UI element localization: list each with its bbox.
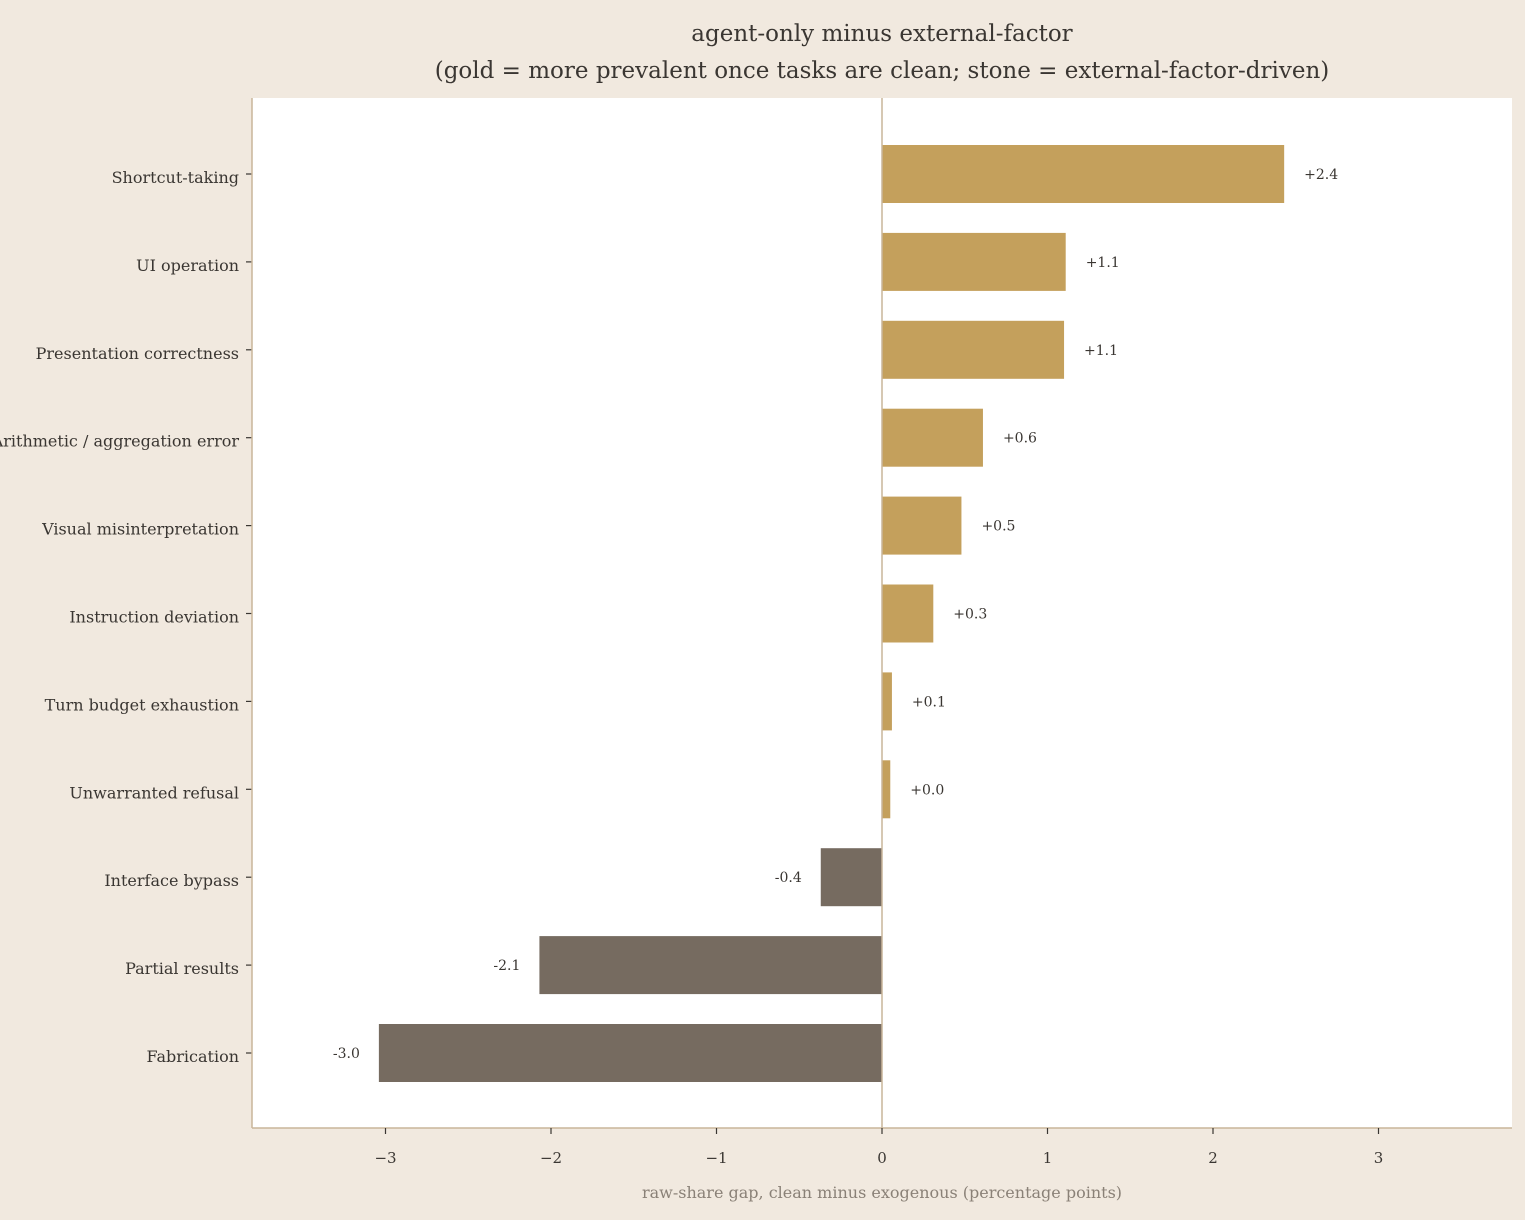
x-axis-title: raw-share gap, clean minus exogenous (pe…	[642, 1183, 1122, 1202]
category-label: Visual misinterpretation	[41, 520, 239, 539]
data-label: +0.1	[912, 694, 946, 710]
chart-title: agent-only minus external-factor	[691, 21, 1072, 47]
category-label: UI operation	[136, 256, 239, 275]
bar	[378, 1024, 882, 1082]
chart-subtitle: (gold = more prevalent once tasks are cl…	[435, 58, 1330, 84]
data-label: +2.4	[1304, 167, 1338, 183]
data-label: +0.3	[953, 607, 987, 623]
labels-layer: +2.4 Shortcut-taking +1.1 UI operation +1.1 P…	[0, 167, 1383, 1167]
category-label: Unwarranted refusal	[69, 783, 239, 802]
category-label: Arithmetic / aggregation error	[0, 432, 239, 451]
bar	[882, 145, 1285, 203]
x-tick-label: −1	[705, 1149, 727, 1167]
bar	[882, 496, 962, 555]
category-label: Presentation correctness	[36, 344, 239, 363]
data-label: +0.6	[1003, 431, 1037, 447]
bar	[882, 760, 891, 819]
data-label: +1.1	[1086, 255, 1120, 271]
data-label: -0.4	[775, 870, 802, 886]
x-tick-label: 1	[1043, 1149, 1053, 1167]
category-label: Instruction deviation	[69, 608, 239, 627]
bar	[539, 936, 882, 995]
x-tick-label: −3	[374, 1149, 396, 1167]
data-label: +0.5	[981, 519, 1015, 535]
bar	[882, 672, 892, 731]
axes-layer	[246, 98, 1512, 1134]
category-label: Interface bypass	[104, 871, 239, 890]
bar	[882, 232, 1066, 291]
data-label: -3.0	[333, 1046, 360, 1062]
data-label: +1.1	[1084, 343, 1118, 359]
bar	[820, 848, 882, 907]
category-label: Shortcut-taking	[112, 168, 239, 187]
category-label: Turn budget exhaustion	[45, 695, 239, 714]
bar	[882, 584, 934, 643]
x-tick-label: −2	[540, 1149, 562, 1167]
data-label: +0.0	[910, 782, 944, 798]
category-label: Fabrication	[146, 1047, 239, 1066]
x-tick-label: 2	[1208, 1149, 1218, 1167]
bar	[882, 408, 983, 467]
x-tick-label: 3	[1374, 1149, 1384, 1167]
data-label: -2.1	[493, 958, 520, 974]
bar	[882, 320, 1065, 379]
bars-layer	[378, 145, 1285, 1082]
x-tick-label: 0	[877, 1149, 887, 1167]
category-label: Partial results	[125, 959, 239, 978]
